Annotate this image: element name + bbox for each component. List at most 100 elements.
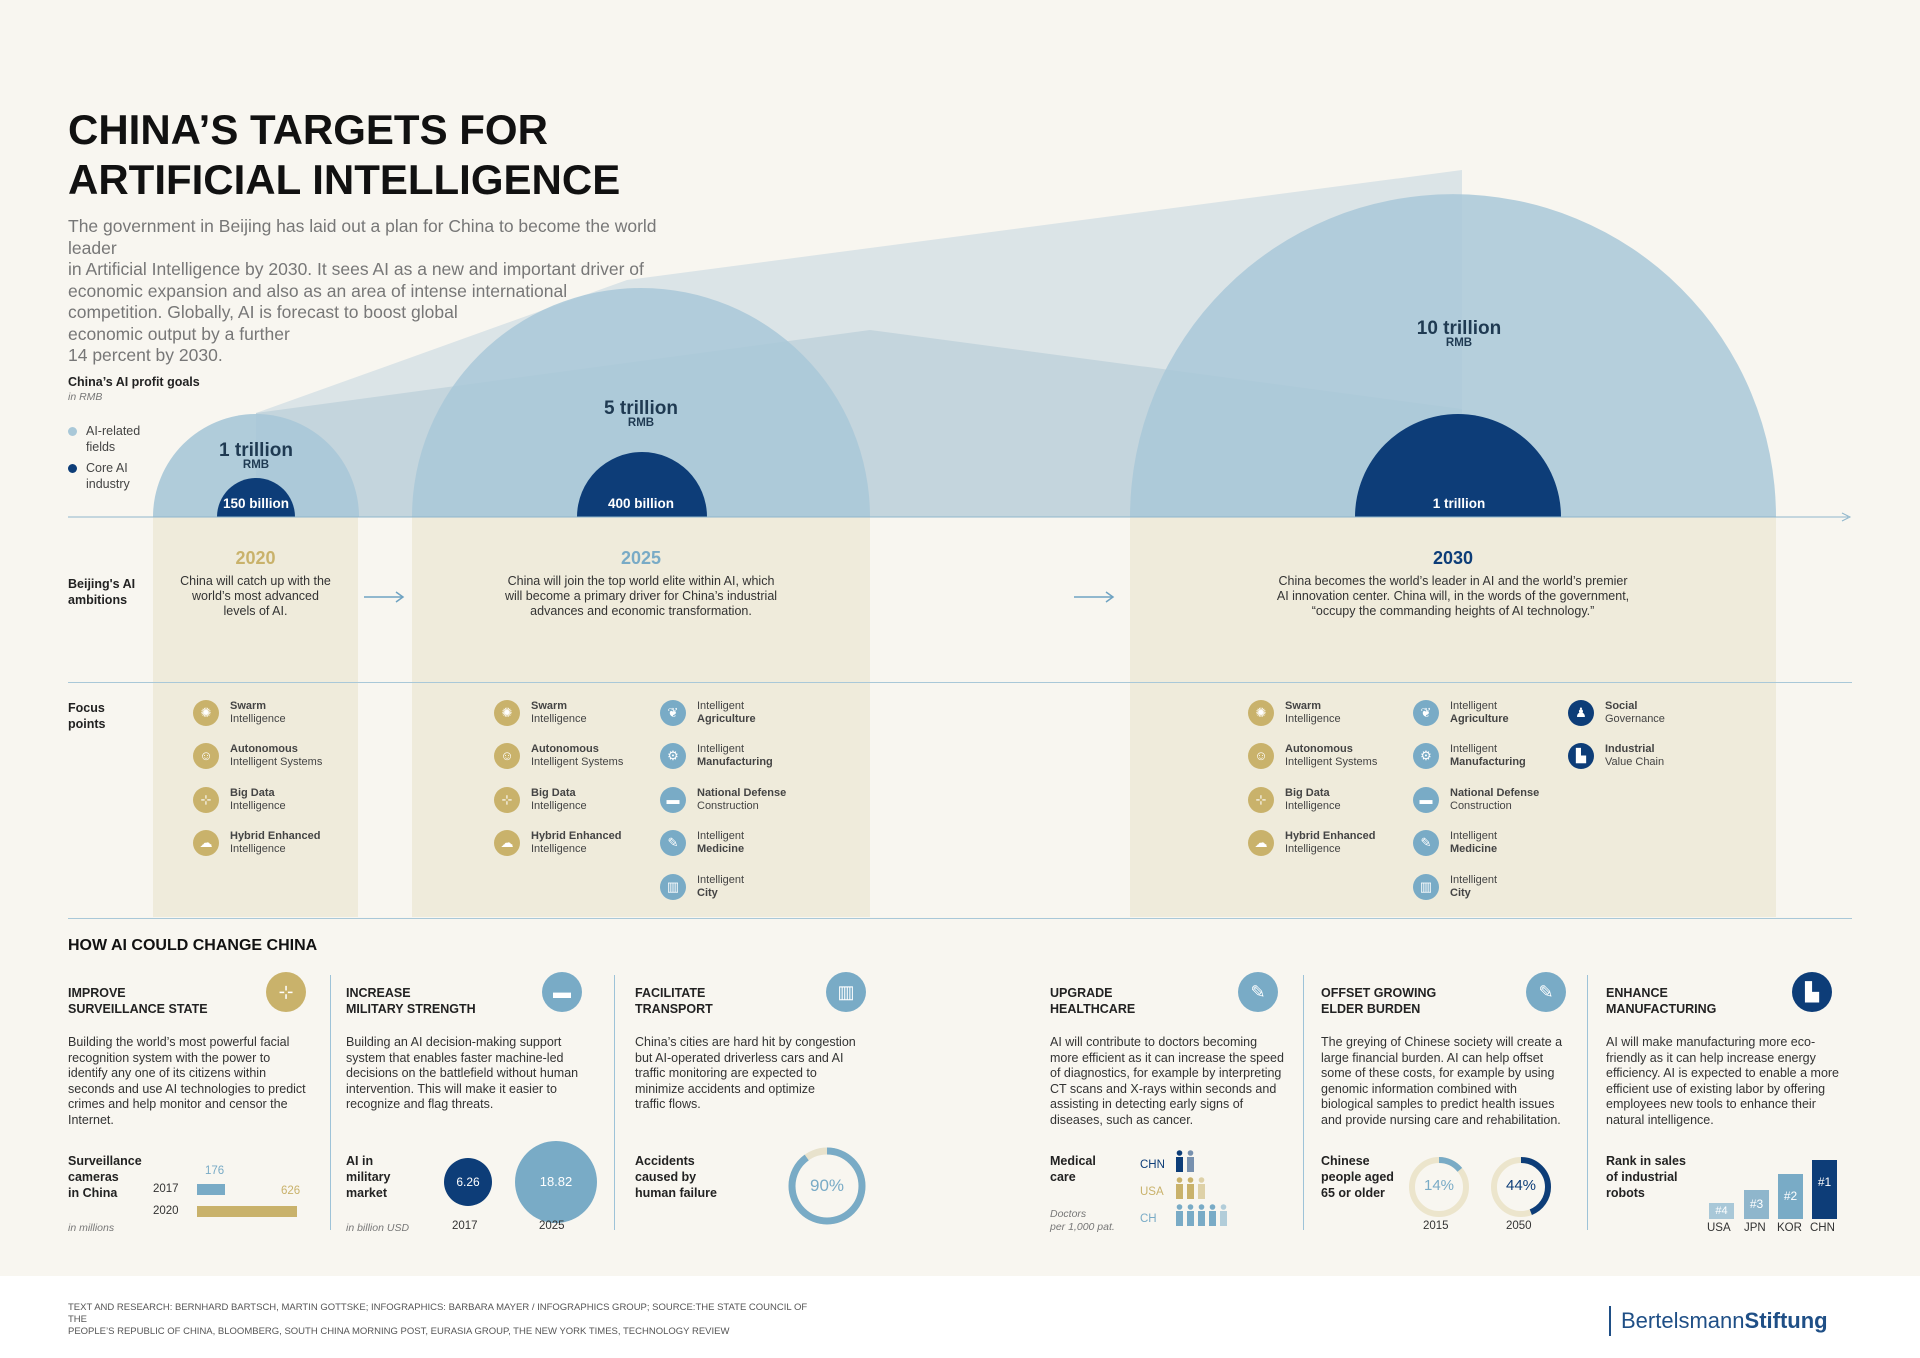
label-line: care — [1050, 1170, 1076, 1184]
focus-sub: Intelligent — [697, 743, 745, 755]
military-stat-label: AI in military market — [346, 1153, 390, 1201]
ambition-line: China becomes the world’s leader in AI a… — [1278, 574, 1628, 588]
person-icon — [1198, 1204, 1205, 1226]
legend-core-ai: Core AI industry — [68, 460, 130, 492]
body-line: efficient use of existing labor by offer… — [1606, 1081, 1826, 1096]
ambition-line: AI innovation center. China will, in the… — [1276, 589, 1630, 603]
focus-title: Manufacturing — [1450, 756, 1526, 768]
year-2020: 2020 — [235, 548, 276, 568]
col-health-title: UPGRADE HEALTHCARE — [1050, 985, 1135, 1017]
unit-label: RMB — [242, 459, 270, 471]
person-icon — [1176, 1204, 1183, 1226]
body-line: crimes and help monitor and censor the — [68, 1097, 288, 1111]
rank-value: #4 — [1715, 1205, 1728, 1217]
intro-text: The government in Beijing has laid out a… — [68, 216, 688, 367]
credits-line: PEOPLE’S REPUBLIC OF CHINA, BLOOMBERG, S… — [68, 1326, 730, 1337]
body-line: and provide nursing care and rehabilitat… — [1321, 1112, 1561, 1127]
focus-title: City — [697, 887, 718, 899]
focus-sub: Intelligence — [230, 800, 286, 812]
focus-sub: Intelligence — [531, 800, 587, 812]
col-elder-title: OFFSET GROWING ELDER BURDEN — [1321, 985, 1436, 1017]
military-unit: in billion USD — [346, 1222, 410, 1234]
label-line: military — [346, 1170, 391, 1184]
market-circle-2025: 18.82 — [515, 1141, 597, 1223]
focus-title: Autonomous — [1285, 743, 1353, 755]
focus-title: National Defense — [697, 787, 787, 799]
column-divider — [1303, 975, 1304, 1230]
bar-year-2020: 2020 — [153, 1205, 179, 1217]
legend-label: fields — [86, 440, 116, 454]
title-line: ELDER BURDEN — [1321, 1002, 1421, 1016]
factory-icon: ▙ — [1568, 743, 1594, 769]
title-line: ENHANCE — [1606, 986, 1668, 1000]
circle-year-2017: 2017 — [452, 1220, 478, 1232]
robot-icon: ☺ — [494, 743, 520, 769]
body-line: some of these costs, for example by usin… — [1321, 1066, 1555, 1080]
bubble-label-2030: 10 trillion RMB — [1389, 318, 1529, 349]
rank-bar-usa: #4 — [1709, 1203, 1734, 1219]
network-icon: ⊹ — [266, 972, 306, 1012]
focus-sub: Intelligence — [1285, 800, 1341, 812]
focus-title: Medicine — [1450, 843, 1498, 855]
person-icon — [1187, 1150, 1194, 1172]
col-transport-title: FACILITATE TRANSPORT — [635, 985, 713, 1017]
legend-ai-related: AI-related fields — [68, 423, 140, 455]
body-line: CT scans and X-rays within seconds and — [1050, 1081, 1277, 1096]
body-line: but AI-operated driverless cars and AI — [635, 1050, 844, 1065]
tank-icon: ▬ — [1413, 787, 1439, 813]
people-icon: ♟ — [1568, 700, 1594, 726]
panel-2020 — [153, 517, 358, 917]
title-line-2: ARTIFICIAL INTELLIGENCE — [68, 156, 621, 203]
bubble-label-2020: 1 trillion RMB — [186, 440, 326, 471]
label-line: cameras — [68, 1170, 119, 1184]
focus-sub: Intelligent — [1450, 830, 1498, 842]
focus-title: Medicine — [697, 843, 745, 855]
col-military-title: INCREASE MILITARY STRENGTH — [346, 985, 476, 1017]
focus-title: Hybrid Enhanced — [230, 830, 321, 842]
title-line: FACILITATE — [635, 986, 706, 1000]
person-icon — [1176, 1150, 1183, 1172]
brand-part: Stiftung — [1744, 1308, 1828, 1333]
focus-sub: Intelligence — [1285, 713, 1341, 725]
legend-label: Core AI — [86, 461, 128, 475]
focus-title: Swarm — [531, 700, 568, 712]
label-line: market — [346, 1186, 387, 1200]
body-line: natural intelligence. — [1606, 1112, 1714, 1127]
credits-line: TEXT AND RESEARCH: BERNHARD BARTSCH, MAR… — [68, 1302, 808, 1325]
body-line: of diagnostics, for example by interpret… — [1050, 1066, 1282, 1080]
body-line: traffic flows. — [635, 1097, 701, 1111]
body-line: identify any one of its citizens within — [68, 1066, 267, 1080]
bar-value-2017: 176 — [205, 1165, 225, 1177]
ambition-line: China will join the top world elite with… — [507, 574, 775, 588]
leaf-icon: ❦ — [660, 700, 686, 726]
person-icon — [1187, 1204, 1194, 1226]
focus-title: Hybrid Enhanced — [531, 830, 622, 842]
focus-sub: Intelligence — [230, 843, 286, 855]
col-manu-title: ENHANCE MANUFACTURING — [1606, 985, 1716, 1017]
focus-title: Industrial — [1605, 743, 1655, 755]
title-line: MILITARY STRENGTH — [346, 1002, 476, 1016]
focus-title: Big Data — [230, 787, 275, 799]
bar-year-2017: 2017 — [153, 1183, 179, 1195]
intro-line: The government in Beijing has laid out a… — [68, 216, 657, 258]
ambition-line: will become a primary driver for China’s… — [504, 589, 778, 603]
body-line: recognition system with the power to — [68, 1050, 271, 1065]
elder-value-2015: 14% — [1423, 1177, 1455, 1194]
footer — [0, 1276, 1920, 1358]
label-line: Rank in sales — [1606, 1154, 1686, 1168]
syringe-icon: ✎ — [1238, 972, 1278, 1012]
elder-year-2050: 2050 — [1506, 1220, 1532, 1232]
robot-icon: ☺ — [1248, 743, 1274, 769]
col-elder-body: The greying of Chinese society will crea… — [1321, 1035, 1562, 1128]
focus-sub: Intelligent — [1450, 874, 1498, 886]
profit-goals-title: China’s AI profit goals — [68, 375, 200, 389]
ambition-line: advances and economic transformation. — [530, 604, 752, 618]
ambition-line: “occupy the commanding heights of AI tec… — [1311, 604, 1595, 618]
legend-dot-light-icon — [68, 427, 77, 436]
factory-icon: ▙ — [1792, 972, 1832, 1012]
core-label-2025: 400 billion — [607, 496, 675, 511]
rank-label-jpn: JPN — [1744, 1222, 1766, 1234]
body-line: minimize accidents and optimize — [635, 1081, 815, 1096]
ambition-line: world’s most advanced — [192, 589, 319, 603]
focus-title: Social — [1605, 700, 1638, 712]
